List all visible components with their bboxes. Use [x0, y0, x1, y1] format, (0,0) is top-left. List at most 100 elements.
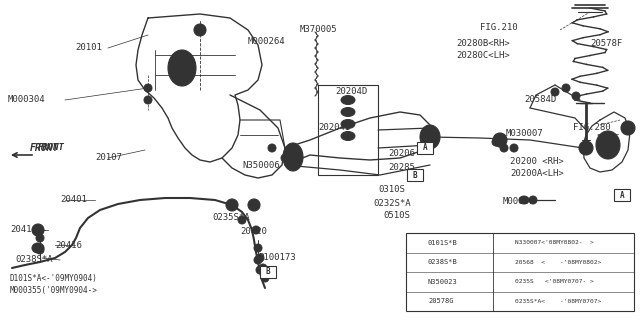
Circle shape — [194, 24, 206, 36]
Text: 6: 6 — [502, 289, 506, 294]
Circle shape — [551, 88, 559, 96]
Text: 20200A<LH>: 20200A<LH> — [510, 170, 564, 179]
Circle shape — [256, 254, 264, 262]
Text: 20280B<RH>: 20280B<RH> — [456, 38, 509, 47]
Text: 20401: 20401 — [60, 196, 87, 204]
Text: 2: 2 — [415, 260, 419, 265]
Text: 20280C<LH>: 20280C<LH> — [456, 51, 509, 60]
Text: 20206: 20206 — [388, 149, 415, 158]
Text: 20200 <RH>: 20200 <RH> — [510, 157, 564, 166]
Circle shape — [268, 144, 276, 152]
Ellipse shape — [168, 50, 196, 86]
Bar — [417, 142, 433, 154]
Text: 20285: 20285 — [388, 163, 415, 172]
Bar — [614, 189, 630, 201]
Circle shape — [562, 84, 570, 92]
Text: 20568  <    -'08MY0802>: 20568 < -'08MY0802> — [515, 260, 601, 265]
Text: 20578G: 20578G — [428, 298, 454, 304]
Text: M000355('09MY0904->: M000355('09MY0904-> — [10, 285, 98, 294]
Text: 20107: 20107 — [95, 154, 122, 163]
Ellipse shape — [341, 132, 355, 140]
Text: M000304: M000304 — [8, 95, 45, 105]
Ellipse shape — [32, 243, 44, 253]
Text: 0235S   <'08MY0707- >: 0235S <'08MY0707- > — [515, 279, 593, 284]
Text: 0235S*A: 0235S*A — [212, 213, 250, 222]
Circle shape — [498, 247, 509, 258]
Ellipse shape — [341, 108, 355, 116]
Text: 3: 3 — [498, 135, 502, 145]
Ellipse shape — [596, 131, 620, 159]
Circle shape — [36, 246, 44, 254]
Circle shape — [510, 144, 518, 152]
Text: B: B — [266, 268, 270, 276]
Text: 20204I: 20204I — [318, 124, 350, 132]
Circle shape — [144, 84, 152, 92]
Text: 0238S*A: 0238S*A — [15, 255, 52, 265]
Circle shape — [252, 226, 260, 234]
Text: 4: 4 — [626, 124, 630, 132]
Circle shape — [281, 154, 289, 162]
Circle shape — [572, 92, 580, 100]
Text: 20584D: 20584D — [524, 95, 556, 105]
Text: 20204D: 20204D — [335, 86, 367, 95]
Circle shape — [238, 216, 246, 224]
Circle shape — [500, 144, 508, 152]
Text: N330007<'08MY0802-  >: N330007<'08MY0802- > — [515, 240, 593, 245]
Text: 20416: 20416 — [55, 241, 82, 250]
Circle shape — [36, 234, 44, 242]
Text: M00006: M00006 — [503, 197, 535, 206]
Text: 20414: 20414 — [10, 226, 37, 235]
Text: M370005: M370005 — [300, 26, 338, 35]
Text: FIG.210: FIG.210 — [480, 22, 518, 31]
Circle shape — [254, 244, 262, 252]
Text: A: A — [620, 190, 624, 199]
Ellipse shape — [341, 95, 355, 105]
Text: FRONT: FRONT — [30, 143, 60, 153]
Text: B: B — [413, 171, 417, 180]
Ellipse shape — [341, 119, 355, 129]
Text: M000264: M000264 — [248, 37, 285, 46]
Text: P100173: P100173 — [258, 252, 296, 261]
Text: A200001146: A200001146 — [589, 305, 635, 314]
Text: 20101: 20101 — [75, 44, 102, 52]
Ellipse shape — [519, 196, 529, 204]
Text: 1: 1 — [415, 240, 419, 245]
Text: 0238S*B: 0238S*B — [428, 259, 458, 265]
Circle shape — [32, 224, 44, 236]
Text: 3: 3 — [415, 279, 419, 284]
Circle shape — [412, 257, 422, 268]
Bar — [407, 169, 422, 181]
Text: N350023: N350023 — [428, 279, 458, 285]
Text: 4: 4 — [415, 299, 419, 304]
Circle shape — [144, 96, 152, 104]
Circle shape — [412, 237, 422, 248]
Circle shape — [226, 199, 238, 211]
Text: 5: 5 — [502, 250, 506, 255]
Ellipse shape — [283, 143, 303, 171]
Text: D101S*A<-'09MY0904): D101S*A<-'09MY0904) — [10, 274, 98, 283]
Circle shape — [259, 264, 267, 272]
Text: 2: 2 — [198, 26, 202, 35]
Circle shape — [493, 133, 507, 147]
Text: 1: 1 — [252, 201, 256, 210]
Text: M030007: M030007 — [506, 130, 543, 139]
Bar — [406, 233, 634, 311]
Circle shape — [254, 256, 262, 264]
Text: 0310S: 0310S — [378, 186, 405, 195]
Text: A: A — [422, 143, 428, 153]
Text: 0232S*A: 0232S*A — [373, 198, 411, 207]
Circle shape — [412, 296, 422, 307]
Circle shape — [579, 141, 593, 155]
Circle shape — [261, 274, 269, 282]
Text: 1: 1 — [230, 201, 234, 210]
Text: FRONT: FRONT — [38, 143, 65, 153]
Text: 20578F: 20578F — [590, 39, 622, 49]
Text: 0510S: 0510S — [383, 212, 410, 220]
Ellipse shape — [420, 125, 440, 149]
Circle shape — [621, 121, 635, 135]
Ellipse shape — [529, 196, 537, 204]
Text: N350006: N350006 — [242, 162, 280, 171]
Circle shape — [256, 266, 264, 274]
Text: 5: 5 — [584, 143, 588, 153]
Bar — [260, 266, 276, 278]
